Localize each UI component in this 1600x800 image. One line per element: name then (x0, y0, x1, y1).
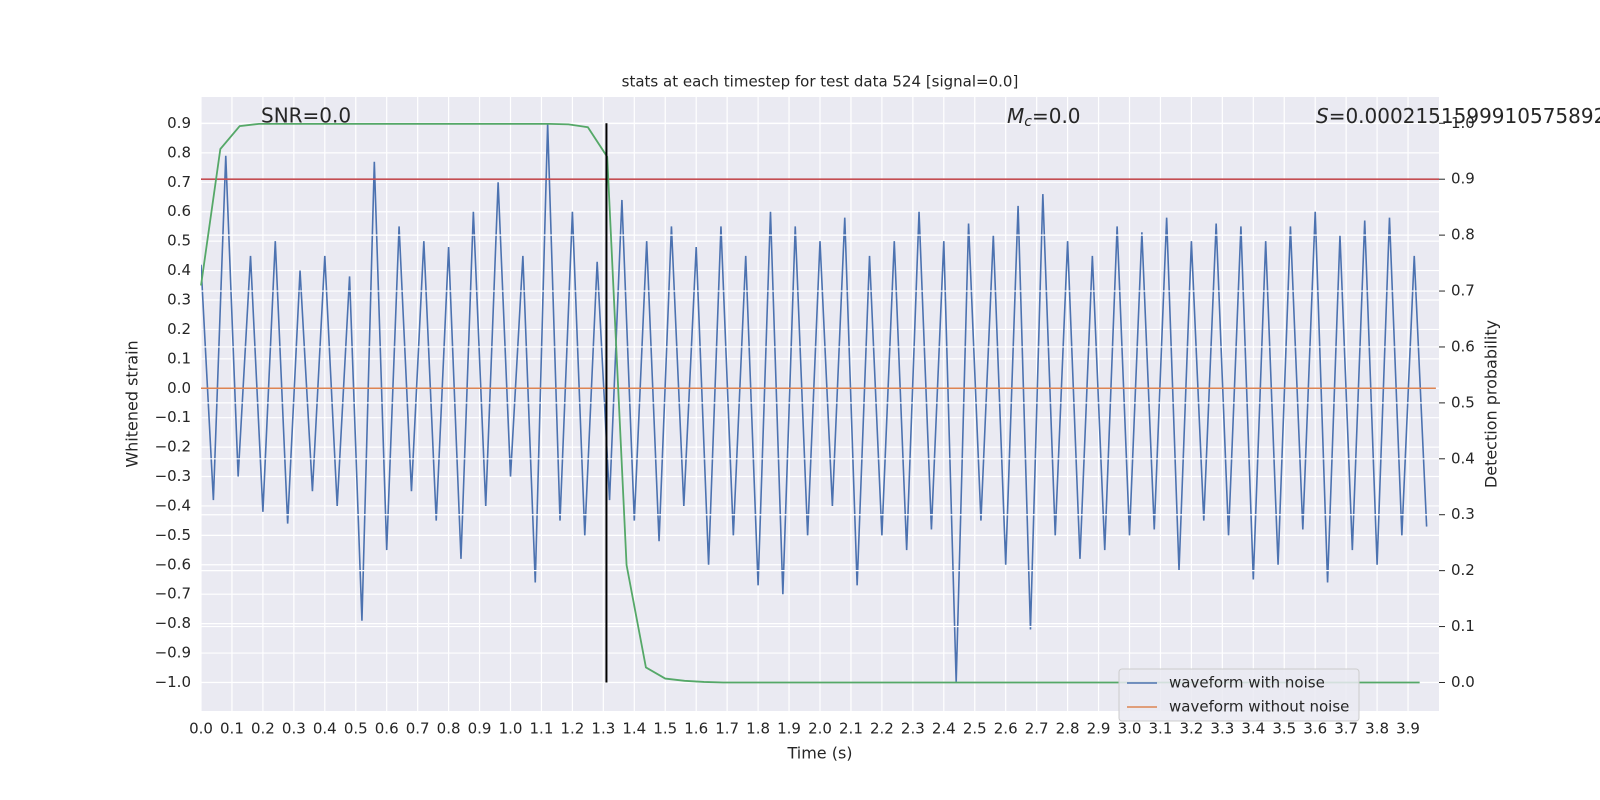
x-tick-label: 3.0 (1118, 720, 1142, 738)
mc-subscript: c (1024, 114, 1032, 130)
x-tick-label: 3.8 (1365, 720, 1389, 738)
y2-tick-label: 0.7 (1451, 282, 1475, 300)
y-tick-label: 0.8 (167, 143, 191, 161)
x-tick-label: 0.6 (375, 720, 399, 738)
mc-text: =0.0 (1032, 104, 1081, 128)
y2-axis-label: Detection probability (1482, 320, 1501, 488)
y2-tick-label: 0.6 (1451, 337, 1475, 355)
y2-tick-label: 0.8 (1451, 226, 1475, 244)
y-axis-label: Whitened strain (123, 340, 142, 467)
y-tick-label: −1.0 (155, 673, 191, 691)
legend-label: waveform with noise (1169, 674, 1325, 692)
x-tick-label: 1.1 (530, 720, 554, 738)
y2-tick-label: 0.5 (1451, 393, 1475, 411)
y2-tick-label: 0.4 (1451, 449, 1475, 467)
annotation-snr: SNR=0.0 (261, 104, 351, 128)
y-tick-label: −0.7 (155, 585, 191, 603)
x-tick-label: 2.3 (901, 720, 925, 738)
x-tick-label: 3.7 (1334, 720, 1358, 738)
x-tick-label: 2.4 (932, 720, 956, 738)
y-tick-label: −0.4 (155, 496, 191, 514)
legend-label: waveform without noise (1169, 698, 1349, 716)
x-tick-label: 1.2 (560, 720, 584, 738)
x-tick-label: 2.7 (1025, 720, 1049, 738)
x-tick-label: 1.8 (746, 720, 770, 738)
x-axis-label: Time (s) (786, 744, 852, 763)
y-tick-label: 0.3 (167, 290, 191, 308)
y-tick-label: −0.3 (155, 467, 191, 485)
x-tick-label: 2.1 (839, 720, 863, 738)
y-tick-label: 0.5 (167, 232, 191, 250)
y-tick-label: −0.5 (155, 526, 191, 544)
x-tick-label: 0.2 (251, 720, 275, 738)
s-symbol: S (1316, 104, 1329, 128)
x-tick-label: 2.2 (870, 720, 894, 738)
y-tick-label: 0.7 (167, 173, 191, 191)
x-tick-label: 3.5 (1272, 720, 1296, 738)
s-text: =0.00021515999105758929 (1329, 104, 1600, 128)
y-tick-label: 0.2 (167, 320, 191, 338)
y-tick-label: −0.8 (155, 614, 191, 632)
y-tick-label: −0.9 (155, 644, 191, 662)
x-tick-label: 2.0 (808, 720, 832, 738)
y-tick-label: −0.1 (155, 408, 191, 426)
annotation-mc: Mc=0.0 (1007, 104, 1081, 131)
legend-box (1118, 668, 1360, 722)
x-tick-label: 0.0 (189, 720, 213, 738)
y-tick-label: −0.2 (155, 438, 191, 456)
y2-tick-label: 0.2 (1451, 561, 1475, 579)
x-tick-label: 1.4 (622, 720, 646, 738)
x-tick-label: 0.5 (344, 720, 368, 738)
x-tick-label: 0.4 (313, 720, 337, 738)
y-tick-label: 0.6 (167, 202, 191, 220)
x-tick-label: 3.3 (1210, 720, 1234, 738)
y-tick-label: 0.1 (167, 349, 191, 367)
x-tick-label: 2.6 (994, 720, 1018, 738)
y2-tick-label: 0.3 (1451, 505, 1475, 523)
x-tick-label: 3.1 (1149, 720, 1173, 738)
chart-title: stats at each timestep for test data 524… (622, 73, 1019, 91)
x-tick-label: 0.8 (437, 720, 461, 738)
x-tick-label: 1.0 (499, 720, 523, 738)
x-tick-label: 0.9 (468, 720, 492, 738)
y2-tick-label: 0.9 (1451, 170, 1475, 188)
y2-tick-label: 0.1 (1451, 617, 1475, 635)
x-tick-label: 1.7 (715, 720, 739, 738)
x-tick-label: 3.4 (1241, 720, 1265, 738)
mc-symbol: M (1007, 104, 1024, 128)
y2-tick-label: 1.0 (1451, 114, 1475, 132)
x-tick-label: 0.1 (220, 720, 244, 738)
x-tick-label: 2.5 (963, 720, 987, 738)
x-tick-label: 3.2 (1179, 720, 1203, 738)
x-tick-label: 1.9 (777, 720, 801, 738)
x-tick-label: 2.9 (1087, 720, 1111, 738)
x-tick-label: 1.6 (684, 720, 708, 738)
x-tick-label: 0.7 (406, 720, 430, 738)
y-tick-label: 0.9 (167, 114, 191, 132)
x-tick-label: 3.9 (1396, 720, 1420, 738)
y-tick-label: 0.4 (167, 261, 191, 279)
x-tick-label: 3.6 (1303, 720, 1327, 738)
x-tick-label: 2.8 (1056, 720, 1080, 738)
y2-tick-label: 0.0 (1451, 673, 1475, 691)
x-tick-label: 0.3 (282, 720, 306, 738)
annotation-s: S=0.00021515999105758929 (1316, 104, 1600, 128)
x-tick-label: 1.3 (591, 720, 615, 738)
x-tick-label: 1.5 (653, 720, 677, 738)
y-tick-label: 0.0 (167, 379, 191, 397)
y-tick-label: −0.6 (155, 555, 191, 573)
